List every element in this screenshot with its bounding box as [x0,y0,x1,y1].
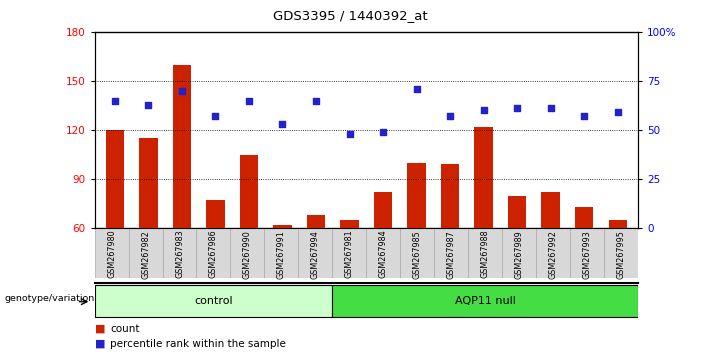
Text: GSM267995: GSM267995 [616,230,625,279]
Bar [508,196,526,228]
Text: GSM267981: GSM267981 [345,230,354,279]
Bar [502,228,536,278]
Bar [206,200,224,228]
Bar [163,228,196,278]
Bar [468,228,502,278]
Point [478,108,489,113]
Bar [128,228,163,278]
Bar [196,228,231,278]
Point [176,88,187,94]
Text: GSM267990: GSM267990 [243,230,252,279]
Bar [570,228,604,278]
Bar [400,228,434,278]
Text: GSM267992: GSM267992 [548,230,557,279]
Point [109,98,121,103]
Text: GSM267987: GSM267987 [447,230,456,279]
Point [143,102,154,107]
Text: ■: ■ [95,324,109,333]
Text: GSM267983: GSM267983 [175,230,184,279]
Text: GSM267993: GSM267993 [583,230,592,279]
Bar [374,192,393,228]
Text: GSM267988: GSM267988 [481,230,489,279]
Bar [536,228,570,278]
Bar [307,215,325,228]
Bar [475,127,493,228]
Bar [608,220,627,228]
Text: ■: ■ [95,339,109,349]
Point [612,110,623,115]
Text: GDS3395 / 1440392_at: GDS3395 / 1440392_at [273,9,428,22]
Point [277,121,288,127]
Bar [575,207,594,228]
Bar [231,228,264,278]
Text: count: count [110,324,139,333]
Text: GSM267980: GSM267980 [107,230,116,279]
Bar [434,228,468,278]
Text: GSM267982: GSM267982 [141,230,150,279]
Text: GSM267989: GSM267989 [515,230,524,279]
Point [411,86,422,92]
Point [578,114,590,119]
Bar [407,163,426,228]
Bar [95,228,128,278]
Bar [366,228,400,278]
Text: control: control [194,296,233,306]
Bar [264,228,299,278]
Bar [441,165,459,228]
Point [444,114,456,119]
Point [311,98,322,103]
Bar [340,220,359,228]
Text: GSM267984: GSM267984 [379,230,388,279]
Text: GSM267985: GSM267985 [413,230,422,279]
Text: AQP11 null: AQP11 null [455,296,515,306]
Bar [332,285,638,317]
Bar [332,228,367,278]
Point [377,129,388,135]
Bar [139,138,158,228]
Point [512,105,523,111]
Bar [541,192,560,228]
Bar [95,285,332,317]
Text: GSM267991: GSM267991 [277,230,286,279]
Text: percentile rank within the sample: percentile rank within the sample [110,339,286,349]
Text: GSM267986: GSM267986 [209,230,218,279]
Bar [299,228,332,278]
Bar [273,225,292,228]
Point [243,98,254,103]
Bar [240,155,258,228]
Text: genotype/variation: genotype/variation [5,295,95,303]
Text: GSM267994: GSM267994 [311,230,320,279]
Point [210,114,221,119]
Bar [172,65,191,228]
Bar [106,130,124,228]
Bar [604,228,638,278]
Point [545,105,557,111]
Point [344,131,355,137]
